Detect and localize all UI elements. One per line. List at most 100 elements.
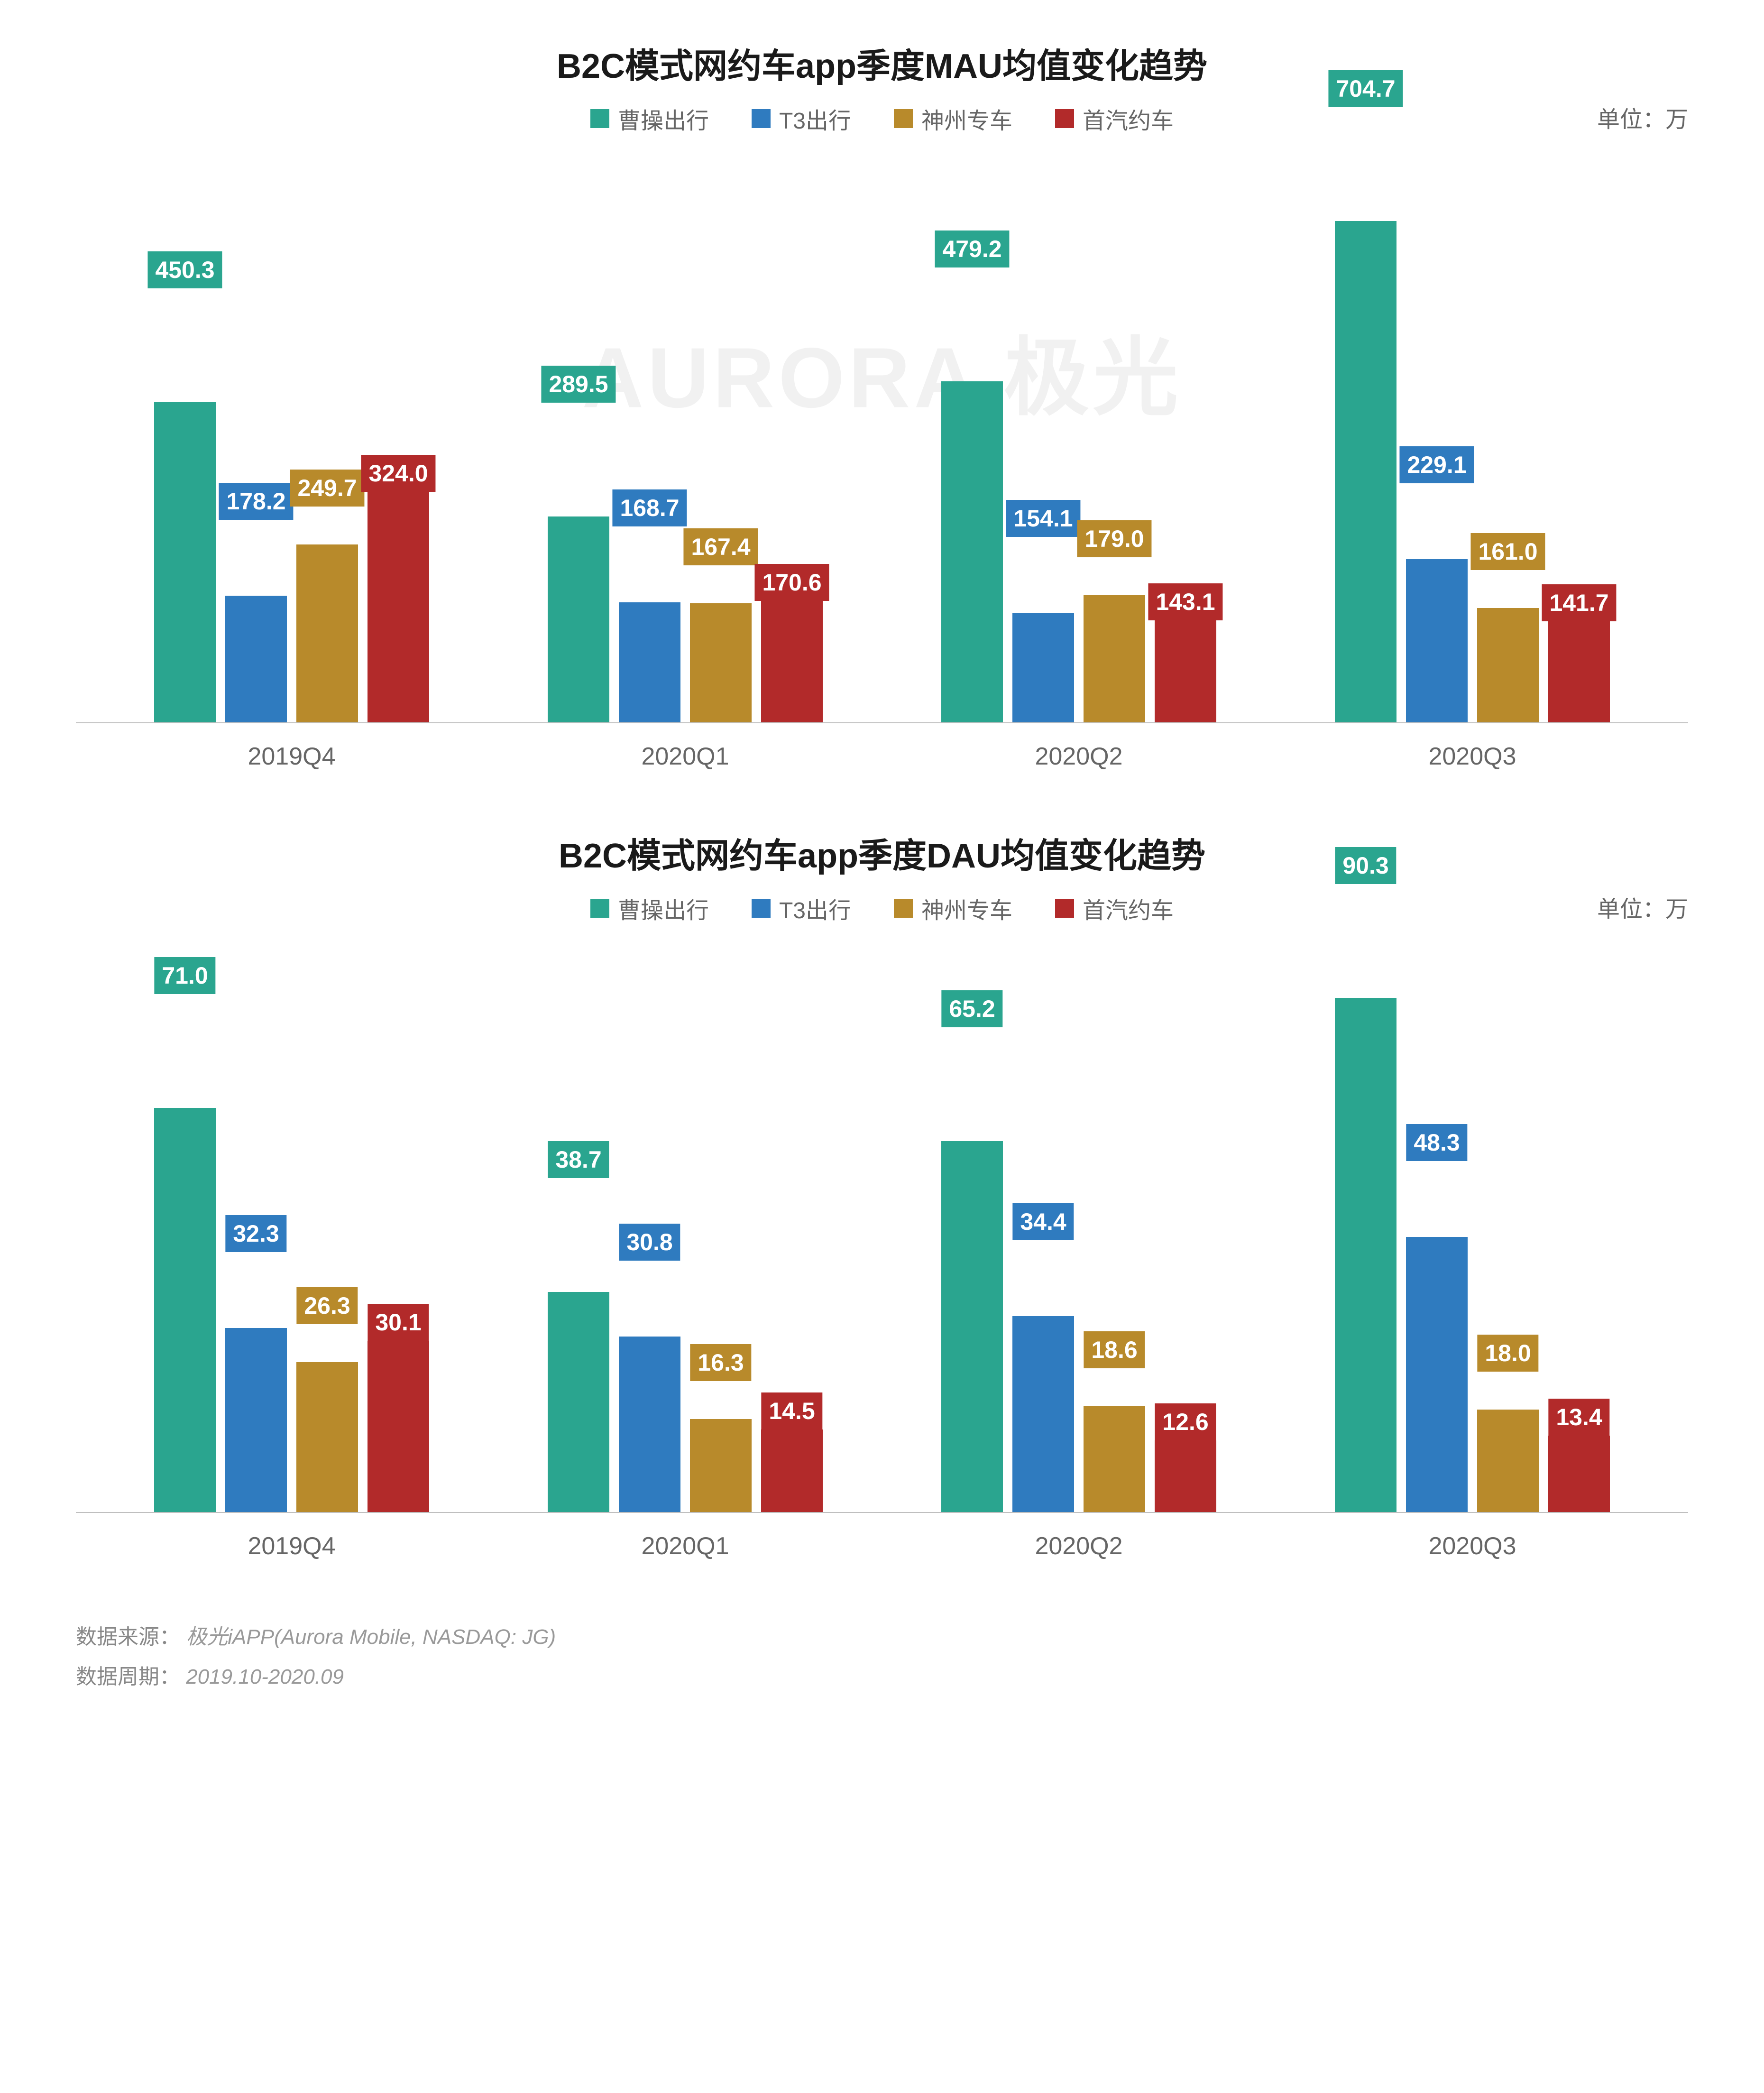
bar-shenzhou: 161.0: [1477, 608, 1539, 723]
bar-value-label: 289.5: [541, 366, 616, 403]
bar-value-label: 229.1: [1399, 446, 1474, 483]
mau-unit-label: 单位：万: [1597, 101, 1688, 134]
legend-swatch-shenzhou: [894, 899, 913, 918]
x-tick: 2020Q1: [543, 742, 827, 771]
bar-value-label: 141.7: [1542, 584, 1616, 621]
bar-group: 38.730.816.314.5: [543, 1292, 827, 1512]
bar-value-label: 704.7: [1328, 70, 1403, 107]
bar-value-label: 12.6: [1155, 1403, 1216, 1440]
bar-group: 65.234.418.612.6: [937, 1141, 1221, 1512]
bar-t3: 32.3: [225, 1328, 287, 1512]
bar-caocao: 71.0: [154, 1108, 216, 1512]
legend-label: T3出行: [779, 892, 851, 925]
legend-swatch-shouqi: [1055, 109, 1074, 128]
dau-legend: 曹操出行 T3出行 神州专车 首汽约车: [76, 892, 1688, 925]
bar-caocao: 450.3: [154, 402, 216, 722]
x-tick: 2020Q3: [1330, 1532, 1615, 1560]
bar-value-label: 90.3: [1335, 847, 1396, 884]
bar-value-label: 168.7: [612, 489, 687, 526]
bar-value-label: 71.0: [154, 957, 215, 994]
bar-value-label: 65.2: [941, 990, 1002, 1027]
legend-label: 曹操出行: [618, 892, 709, 925]
bar-group: 90.348.318.013.4: [1330, 998, 1615, 1512]
bar-group: 71.032.326.330.1: [149, 1108, 434, 1512]
bar-shenzhou: 18.6: [1084, 1406, 1145, 1512]
bar-shenzhou: 249.7: [296, 544, 358, 722]
bar-value-label: 30.8: [619, 1224, 680, 1261]
bar-shenzhou: 26.3: [296, 1362, 358, 1512]
legend-swatch-t3: [752, 899, 771, 918]
bar-value-label: 143.1: [1148, 583, 1222, 620]
bar-caocao: 65.2: [941, 1141, 1003, 1512]
bar-shouqi: 12.6: [1155, 1440, 1216, 1512]
bar-shouqi: 14.5: [761, 1429, 823, 1512]
bar-t3: 229.1: [1406, 559, 1468, 722]
bar-caocao: 479.2: [941, 381, 1003, 722]
bar-value-label: 34.4: [1012, 1203, 1074, 1240]
legend-label-caocao: 曹操出行: [618, 102, 709, 135]
dau-chart-block: B2C模式网约车app季度DAU均值变化趋势 单位：万 曹操出行 T3出行 神州…: [76, 828, 1688, 1560]
bar-shenzhou: 18.0: [1477, 1410, 1539, 1512]
mau-plot-wrap: AURORA 极光 450.3178.2249.7324.0289.5168.7…: [76, 154, 1688, 771]
bar-shouqi: 170.6: [761, 601, 823, 722]
dau-plot-wrap: 71.032.326.330.138.730.816.314.565.234.4…: [76, 944, 1688, 1560]
legend-swatch-t3: [752, 109, 771, 128]
legend-label-shouqi: 首汽约车: [1083, 102, 1174, 135]
x-tick: 2019Q4: [149, 1532, 434, 1560]
legend-label-t3: T3出行: [779, 102, 851, 135]
footer-period-value: 2019.10-2020.09: [186, 1665, 344, 1688]
bar-t3: 48.3: [1406, 1237, 1468, 1512]
bar-value-label: 26.3: [296, 1287, 358, 1324]
bar-value-label: 324.0: [361, 455, 435, 492]
legend-item-t3: T3出行: [752, 102, 851, 135]
bar-value-label: 18.6: [1084, 1331, 1145, 1368]
mau-legend: 曹操出行 T3出行 神州专车 首汽约车: [76, 102, 1688, 135]
legend-item: 神州专车: [894, 892, 1012, 925]
x-tick: 2020Q1: [543, 1532, 827, 1560]
bar-value-label: 450.3: [147, 251, 222, 288]
legend-swatch-shenzhou: [894, 109, 913, 128]
mau-plot: 450.3178.2249.7324.0289.5168.7167.4170.6…: [76, 154, 1688, 723]
bar-t3: 30.8: [619, 1337, 680, 1512]
bar-group: 450.3178.2249.7324.0: [149, 402, 434, 722]
legend-item-caocao: 曹操出行: [590, 102, 709, 135]
bar-group: 289.5168.7167.4170.6: [543, 516, 827, 722]
footer-period-label: 数据周期：: [76, 1665, 180, 1688]
bar-shouqi: 13.4: [1548, 1436, 1610, 1512]
x-tick: 2020Q2: [937, 1532, 1221, 1560]
bar-value-label: 16.3: [690, 1344, 751, 1381]
bar-value-label: 479.2: [935, 231, 1009, 267]
bar-value-label: 249.7: [290, 470, 364, 507]
bar-value-label: 167.4: [683, 528, 758, 565]
bar-value-label: 18.0: [1477, 1335, 1538, 1372]
x-tick: 2019Q4: [149, 742, 434, 771]
footer-source-value: 极光iAPP(Aurora Mobile, NASDAQ: JG): [186, 1625, 556, 1649]
legend-item: 曹操出行: [590, 892, 709, 925]
bar-shenzhou: 167.4: [690, 603, 752, 722]
bar-value-label: 30.1: [368, 1304, 429, 1341]
x-tick: 2020Q3: [1330, 742, 1615, 771]
footer-period: 数据周期： 2019.10-2020.09: [76, 1657, 1688, 1697]
bar-value-label: 154.1: [1006, 500, 1080, 537]
legend-label: 神州专车: [921, 892, 1012, 925]
bar-group: 479.2154.1179.0143.1: [937, 381, 1221, 722]
bar-t3: 154.1: [1012, 613, 1074, 722]
bar-t3: 168.7: [619, 602, 680, 722]
bar-caocao: 704.7: [1335, 221, 1396, 722]
bar-value-label: 48.3: [1406, 1124, 1467, 1161]
bar-value-label: 32.3: [225, 1215, 286, 1252]
bar-shouqi: 30.1: [368, 1341, 429, 1512]
bar-shenzhou: 16.3: [690, 1419, 752, 1512]
bar-caocao: 289.5: [548, 516, 609, 722]
bar-group: 704.7229.1161.0141.7: [1330, 221, 1615, 722]
bar-shouqi: 141.7: [1548, 621, 1610, 722]
dau-x-axis: 2019Q4 2020Q1 2020Q2 2020Q3: [76, 1532, 1688, 1560]
bar-t3: 34.4: [1012, 1316, 1074, 1512]
legend-label-shenzhou: 神州专车: [921, 102, 1012, 135]
footer-source-label: 数据来源：: [76, 1625, 180, 1649]
bar-shenzhou: 179.0: [1084, 595, 1145, 723]
bar-caocao: 38.7: [548, 1292, 609, 1512]
footer: 数据来源： 极光iAPP(Aurora Mobile, NASDAQ: JG) …: [76, 1617, 1688, 1697]
bar-value-label: 38.7: [548, 1141, 609, 1178]
dau-chart-title: B2C模式网约车app季度DAU均值变化趋势: [76, 828, 1688, 877]
